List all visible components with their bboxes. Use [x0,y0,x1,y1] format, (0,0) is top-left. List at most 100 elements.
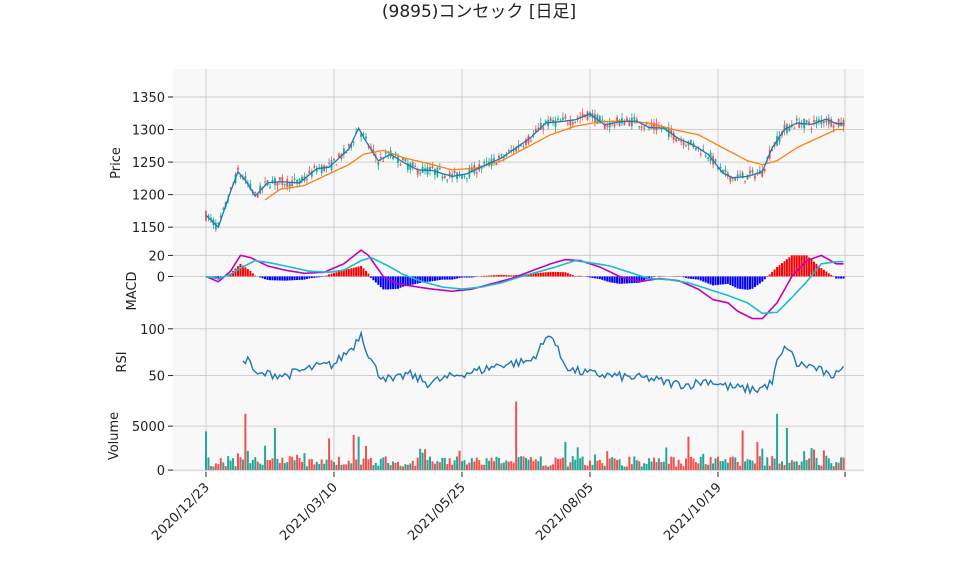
volume-bar [463,460,466,471]
volume-bar [266,460,269,471]
candle-body [276,181,279,186]
candle-body [411,162,414,167]
macd-hist-bar [355,267,358,277]
macd-hist-bar [281,276,284,281]
macd-hist-bar [426,276,429,282]
volume-bar [593,454,596,471]
volume-bar [542,465,545,471]
volume-bar [217,464,220,471]
macd-hist-bar [763,276,766,280]
volume-bar [564,441,567,471]
macd-hist-bar [433,276,436,281]
candle-body [763,168,766,171]
macd-hist-bar [246,269,249,277]
macd-hist-bar [337,271,340,277]
volume-bar [337,456,340,471]
candle-body [404,158,407,162]
macd-hist-bar [689,276,692,279]
volume-bar [350,463,353,471]
volume-bar [389,465,392,471]
volume-bar [515,401,518,471]
volume-bar [451,464,454,471]
volume-bar [269,460,271,471]
macd-hist-bar [702,276,705,282]
macd-hist-bar [456,276,459,279]
macd-hist-bar [325,275,328,277]
volume-bar [758,456,761,471]
macd-hist-bar [340,270,343,277]
macd-hist-bar [301,276,303,280]
candle-body [741,172,744,179]
macd-hist-bar [785,259,788,277]
ytick-label: 50 [148,370,165,385]
volume-bar [790,460,793,471]
volume-bar [512,462,515,471]
volume-bar [803,451,806,471]
macd-hist-bar [438,276,441,281]
volume-bar [579,458,582,471]
signal-line [205,256,844,315]
volume-bar [813,449,815,471]
macd-hist-bar [741,276,744,290]
candle-body [441,176,444,179]
volume-bar [237,453,239,471]
macd-hist-bar [465,276,468,278]
candle-body [810,128,813,130]
macd-hist-bar [795,255,798,277]
macd-hist-bar [310,276,313,279]
macd-hist-bar [677,275,680,277]
macd-hist-bar [303,276,306,280]
macd-hist-bar [547,272,550,277]
macd-hist-bar [625,276,628,284]
volume-bar [352,434,355,471]
candle-body [825,120,828,123]
volume-bar [584,465,587,471]
candle-body [685,145,687,147]
macd-hist-bar [635,276,638,283]
volume-bar [414,465,417,471]
macd-hist-bar [350,268,353,277]
macd-hist-bar [623,276,626,284]
macd-hist-bar [377,276,380,285]
macd-hist-bar [374,276,377,283]
macd-hist-bar [239,263,242,277]
macd-hist-bar [731,276,734,287]
candle-body [724,169,727,173]
candle-body [399,164,402,166]
volume-bar [470,458,473,471]
rsi-ylabel: RSI [115,351,130,372]
volume-bar [763,465,766,471]
volume-bar [753,463,756,471]
volume-bar [283,463,286,471]
volume-bar [633,456,636,471]
volume-bar [342,464,345,471]
macd-hist-bar [709,276,712,285]
macd-hist-bar [554,271,557,277]
candle-body [473,165,476,174]
candle-body [827,117,830,125]
ytick-label: 0 [157,464,165,479]
macd-hist-bar [566,273,569,277]
candle-body [365,136,367,139]
macd-hist-bar [505,275,508,277]
macd-hist-bar [244,267,247,277]
volume-bar [687,436,690,471]
volume-bar [251,459,254,471]
volume-bar [827,458,830,471]
volume-bar [369,457,372,471]
candle-body [566,123,569,125]
volume-bar [638,461,641,471]
macd-hist-bar [736,276,739,289]
candle-body [244,176,247,181]
macd-hist-bar [564,272,567,277]
macd-hist-bar [606,276,609,282]
candle-body [702,149,705,151]
macd-hist-bar [259,276,262,278]
candle-body [564,116,567,119]
candle-body [633,117,636,120]
macd-hist-bar [318,276,321,278]
volume-bar [214,463,217,471]
volume-bar [569,462,572,471]
candle-body [384,152,387,154]
volume-bar [586,465,589,471]
